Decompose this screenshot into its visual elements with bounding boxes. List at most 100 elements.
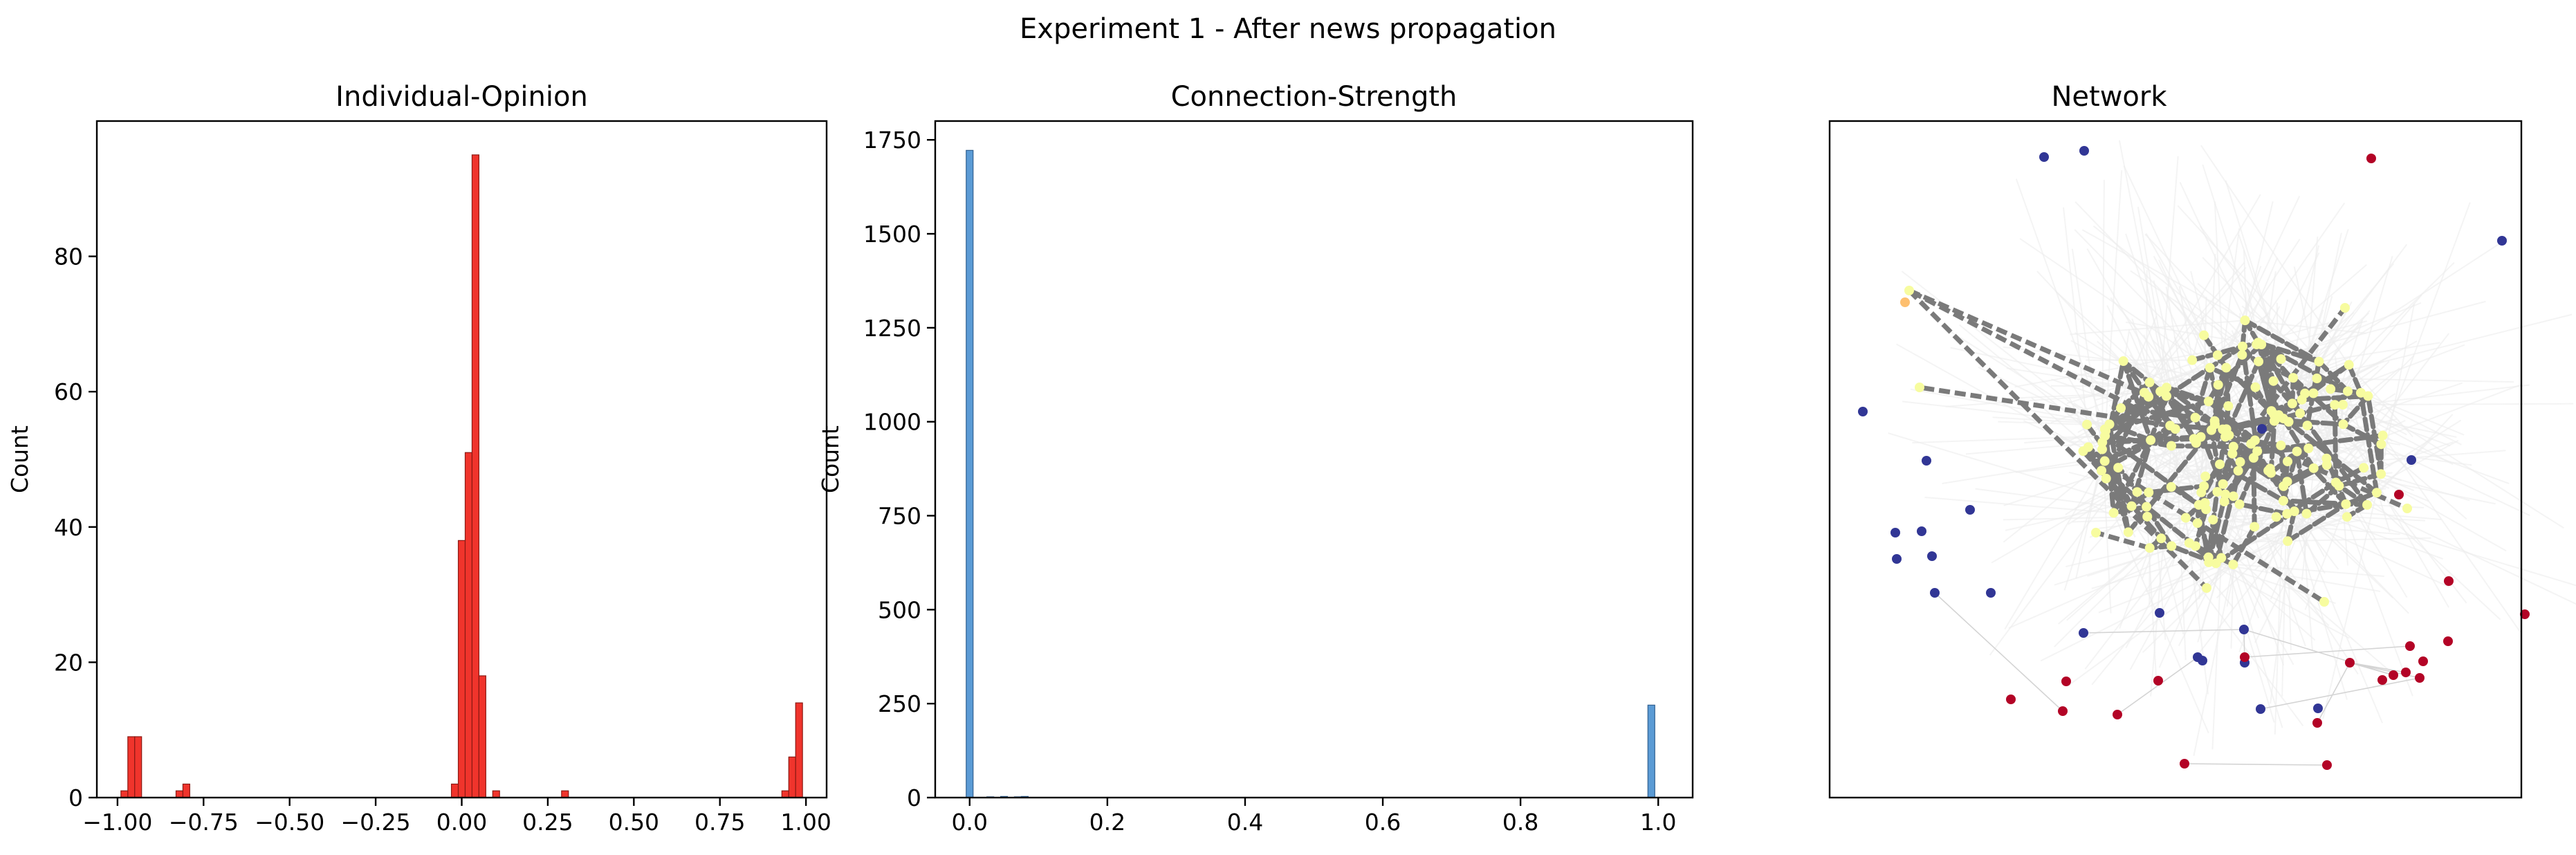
network-node	[2155, 608, 2164, 618]
network-node	[2116, 403, 2126, 413]
network-node	[2218, 424, 2228, 434]
network-node	[1904, 286, 1914, 295]
network-node	[2079, 146, 2089, 156]
network-node	[2209, 416, 2220, 426]
network-node	[2402, 504, 2412, 513]
network-node	[1915, 383, 1924, 392]
network-node	[2161, 391, 2171, 401]
network-node	[2113, 463, 2124, 473]
network-node	[2371, 488, 2382, 498]
network-node	[2278, 495, 2288, 506]
y-tick-label: 1000	[863, 409, 921, 436]
x-tick-label: 0.00	[436, 809, 487, 836]
network-node	[2142, 511, 2153, 522]
y-tick-label: 80	[54, 243, 83, 270]
network-node	[2190, 412, 2200, 423]
network-node	[1858, 407, 1868, 416]
network-node	[2220, 489, 2231, 499]
figure-title: Experiment 1 - After news propagation	[1020, 13, 1556, 45]
network-node	[2444, 576, 2454, 586]
network-node	[2359, 463, 2369, 473]
network-node	[2313, 704, 2323, 713]
network-node	[2101, 473, 2111, 484]
network-node	[2405, 641, 2415, 651]
network-node	[2193, 652, 2202, 662]
network-node	[2240, 652, 2250, 662]
network-node	[2099, 456, 2110, 466]
network-node	[2101, 425, 2111, 436]
y-tick-label: 0	[907, 784, 921, 811]
network-node	[2289, 506, 2299, 517]
y-tick-label: 1750	[863, 127, 921, 154]
histogram-bar	[134, 736, 142, 798]
network-node	[2239, 625, 2249, 634]
network-node	[2180, 513, 2191, 523]
network-node	[2156, 533, 2166, 544]
histogram-bar	[464, 452, 473, 798]
network-node	[2238, 341, 2248, 351]
x-tick-label: 1.0	[1640, 809, 1676, 836]
network-node	[2237, 349, 2247, 360]
network-frame	[1828, 120, 2523, 799]
network-node	[2443, 636, 2453, 646]
x-tick-label: 0.8	[1502, 809, 1538, 836]
network-node	[2250, 435, 2260, 445]
network-node	[2213, 380, 2223, 390]
network-node	[2271, 512, 2281, 522]
network-node	[2297, 394, 2307, 405]
x-tick-label: −0.75	[169, 809, 239, 836]
network-node	[2187, 355, 2198, 365]
network-node	[2308, 463, 2319, 473]
network-node	[2376, 439, 2386, 450]
network-node	[2312, 374, 2322, 384]
y-axis-label: Count	[6, 425, 33, 493]
network-node	[2389, 670, 2398, 680]
network-node	[2302, 421, 2312, 431]
network-node	[2377, 675, 2387, 685]
network-node	[2142, 502, 2152, 512]
network-node	[2314, 356, 2324, 367]
network-node	[2319, 597, 2329, 607]
network-node	[2193, 499, 2204, 510]
network-node	[2394, 490, 2404, 499]
network-node	[2257, 424, 2267, 434]
histogram-bar	[450, 783, 459, 798]
histogram-bar	[492, 790, 500, 798]
network-node	[2228, 560, 2238, 570]
histogram-bar	[120, 790, 129, 798]
network-node	[2227, 448, 2238, 459]
x-tick-label: 0.0	[952, 809, 988, 836]
histogram-bar	[781, 790, 789, 798]
network-node	[2091, 528, 2101, 537]
x-tick-label: −0.50	[255, 809, 324, 836]
y-tick-label: 1500	[863, 221, 921, 248]
network-node	[2058, 706, 2068, 716]
axes-title: Connection-Strength	[1171, 81, 1457, 113]
network-node	[2234, 499, 2245, 509]
network-node	[2039, 152, 2049, 162]
x-tick-label: 0.6	[1365, 809, 1401, 836]
network-node	[2338, 419, 2348, 430]
network-node	[2108, 508, 2119, 518]
network-node	[2199, 481, 2209, 491]
network-node	[2415, 673, 2425, 683]
network-node	[2228, 491, 2238, 502]
network-node	[2301, 508, 2312, 519]
network-node	[2287, 398, 2297, 409]
network-node	[2418, 656, 2428, 666]
network-node	[2006, 695, 2016, 704]
histogram-bar	[966, 149, 974, 798]
network-node	[2288, 373, 2299, 383]
network-node	[2162, 383, 2172, 393]
network-node	[1900, 297, 1910, 307]
network-node	[2292, 446, 2302, 457]
network-node	[2330, 400, 2340, 410]
histogram-bar	[478, 675, 486, 798]
network-node	[2166, 441, 2176, 451]
opinion-histogram-panel: −1.00 −0.75 −0.50 −0.25 0.00 0.25 0.50 0.75 1.00…	[6, 81, 831, 836]
network-node	[2276, 354, 2286, 365]
network-node	[2283, 536, 2293, 546]
network-node	[2235, 457, 2245, 467]
x-tick-label: 0.2	[1089, 809, 1125, 836]
